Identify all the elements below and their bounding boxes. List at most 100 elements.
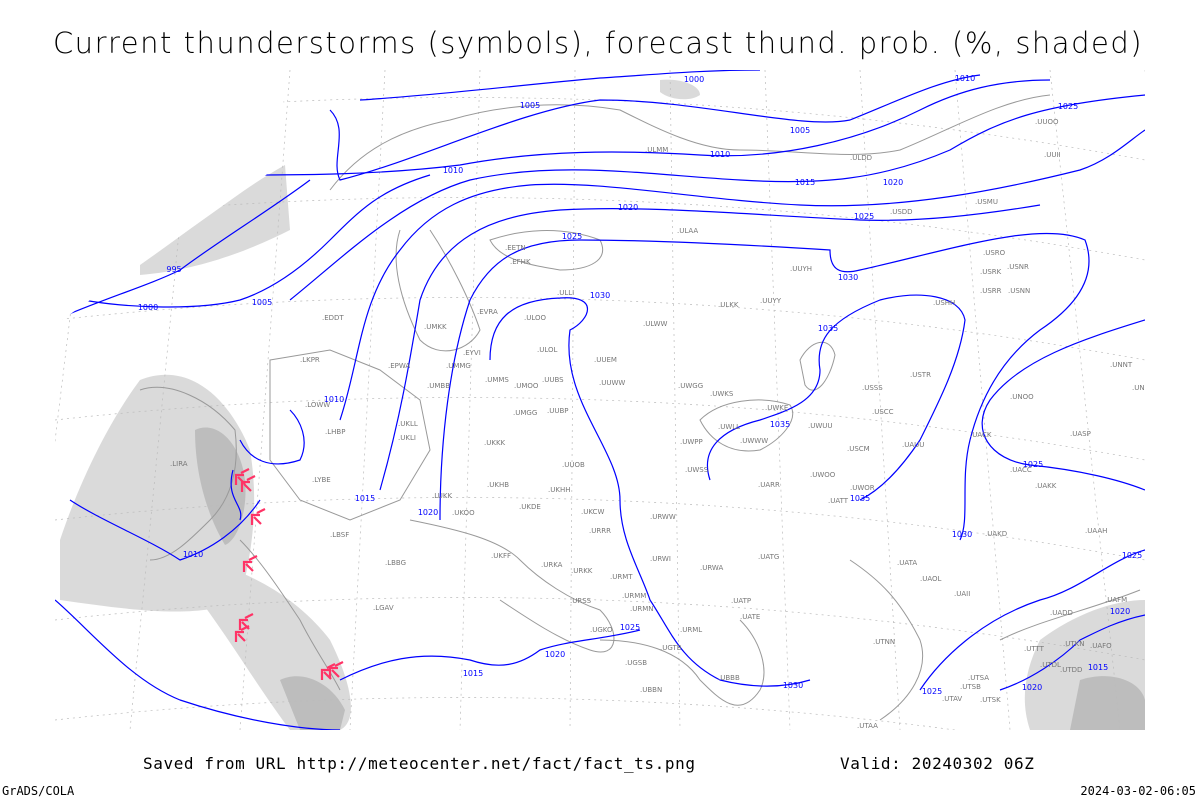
grid-line — [569, 70, 576, 730]
isobar-label: 1030 — [952, 530, 972, 539]
station-label: .LKPR — [300, 356, 320, 364]
station-label: .UMGG — [513, 409, 537, 417]
station-label: .UGSB — [625, 659, 647, 667]
saved-from-url: Saved from URL http://meteocenter.net/fa… — [143, 754, 696, 773]
station-label: .LIRA — [170, 460, 188, 468]
station-label: .UUII — [1044, 151, 1061, 159]
isobar-label: 1010 — [710, 150, 730, 159]
isobar-label: 1005 — [252, 298, 272, 307]
station-label: .UBBN — [640, 686, 662, 694]
station-label: .UKDE — [519, 503, 541, 511]
station-label: .URMT — [610, 573, 633, 581]
station-label: .USSS — [862, 384, 883, 392]
grid-line — [55, 697, 1145, 730]
station-label: .URRR — [589, 527, 611, 535]
station-label: .UWOO — [810, 471, 836, 479]
station-label: .UWLL — [718, 423, 740, 431]
station-label: .UUYY — [760, 297, 782, 305]
station-label: .UUOO — [1035, 118, 1059, 126]
map-title: Current thunderstorms (symbols), forecas… — [52, 26, 1144, 60]
isobar-label: 1030 — [838, 273, 858, 282]
probability-shading-dark — [195, 427, 1145, 730]
isobar-label: 1000 — [684, 75, 704, 84]
station-label: .ULOO — [524, 314, 547, 322]
thunderstorm-icon — [234, 625, 250, 642]
station-label: .UAII — [954, 590, 970, 598]
generated-timestamp: 2024-03-02-06:05 — [1080, 784, 1196, 798]
station-label: .UWKE — [765, 404, 788, 412]
station-label: .UTDD — [1060, 666, 1082, 674]
grid-line — [954, 70, 1011, 730]
station-label: .UMKK — [424, 323, 447, 331]
station-label: .UNOO — [1010, 393, 1034, 401]
station-label: .UAKD — [985, 530, 1007, 538]
isobar-label: 1025 — [1023, 460, 1043, 469]
valid-time: Valid: 20240302 06Z — [840, 754, 1035, 773]
isobar-label: 1020 — [545, 650, 565, 659]
station-label: .URMM — [622, 592, 646, 600]
isobar-label: 1030 — [590, 291, 610, 300]
station-label: .USDD — [890, 208, 913, 216]
station-label: .UKFF — [491, 552, 511, 560]
station-label: .UATA — [897, 559, 917, 567]
station-label: .UWGG — [678, 382, 703, 390]
isobar-label: 1025 — [620, 623, 640, 632]
isobar-label: 1015 — [795, 178, 815, 187]
coastlines — [139, 94, 1141, 721]
station-label: .USMU — [975, 198, 998, 206]
station-label: .URSS — [570, 597, 592, 605]
station-label: .UUWW — [599, 379, 625, 387]
thunderstorm-icon — [242, 555, 258, 572]
station-label: .UGKO — [590, 626, 613, 634]
isobar-label: 1005 — [790, 126, 810, 135]
grid-line — [459, 70, 481, 730]
station-label: .UWUU — [808, 422, 833, 430]
station-label: .EDDT — [322, 314, 344, 322]
grid-line — [129, 70, 196, 730]
station-label: .UAFM — [1105, 596, 1127, 604]
station-label: .URMN — [630, 605, 654, 613]
thunderstorm-icon — [240, 475, 256, 492]
isobar-label: 1025 — [854, 212, 874, 221]
station-label: .UBBB — [718, 674, 740, 682]
station-label: .UWPP — [680, 438, 703, 446]
station-label: .UATE — [740, 613, 760, 621]
station-label: .UKHH — [548, 486, 570, 494]
station-label: .UTNN — [873, 638, 895, 646]
station-label: .URML — [680, 626, 702, 634]
isobar-label: 1025 — [1122, 551, 1142, 560]
station-label: .UAUU — [902, 441, 924, 449]
station-label: .UAAH — [1085, 527, 1107, 535]
thunderstorm-icon — [250, 508, 266, 525]
software-credit: GrADS/COLA — [2, 784, 75, 798]
station-label: .UGTB — [660, 644, 682, 652]
station-label: .ULMM — [645, 146, 668, 154]
station-label: .UATP — [731, 597, 751, 605]
station-label: .UKOO — [452, 509, 475, 517]
station-label: .USCM — [847, 445, 870, 453]
station-label: .LBBG — [385, 559, 406, 567]
station-label: .UUOB — [562, 461, 585, 469]
grid-line — [1144, 70, 1145, 730]
station-label: .UTAV — [942, 695, 962, 703]
isobar-label: 1020 — [1110, 607, 1130, 616]
isobar-label: 1025 — [922, 687, 942, 696]
isobar-label: 995 — [166, 265, 181, 274]
station-label: .UKCW — [581, 508, 604, 516]
station-label: .UMOO — [514, 382, 539, 390]
isobar-label: 1000 — [138, 303, 158, 312]
station-label: .UACC — [1010, 466, 1032, 474]
station-label: .ULDD — [850, 154, 872, 162]
isobar-label: 1035 — [818, 324, 838, 333]
station-label: .ULAA — [677, 227, 698, 235]
station-label: .LGAV — [373, 604, 394, 612]
thunderstorm-icon — [238, 613, 254, 630]
station-label: .UTAA — [857, 722, 878, 730]
station-label: .URWA — [700, 564, 723, 572]
station-label: .LBSF — [330, 531, 349, 539]
station-label: .USNN — [1008, 287, 1030, 295]
grid-line — [764, 70, 791, 730]
isobars — [55, 70, 1145, 730]
station-label: .USCC — [872, 408, 894, 416]
